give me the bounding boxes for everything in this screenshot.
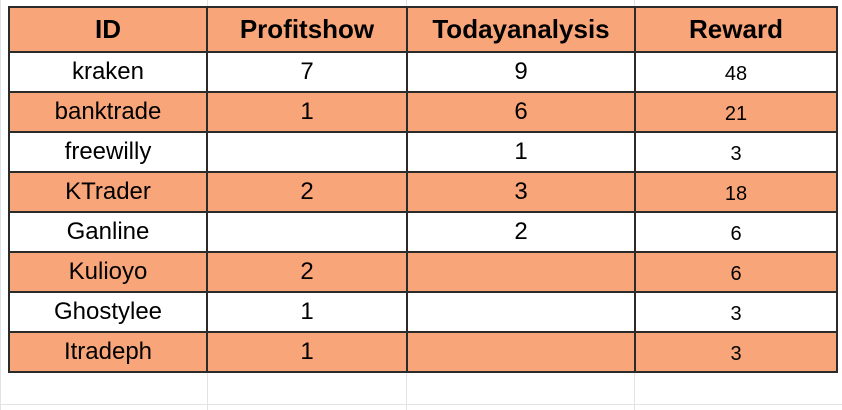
sheet-gridline [0, 404, 842, 405]
cell-reward[interactable]: 18 [634, 171, 838, 213]
table-row: Ganline 2 6 [8, 211, 838, 253]
cell-id[interactable]: Kulioyo [8, 251, 208, 293]
column-header-id[interactable]: ID [8, 6, 208, 53]
data-table: ID Profitshow Todayanalysis Reward krake… [8, 6, 838, 373]
cell-todayanalysis[interactable] [406, 331, 636, 373]
cell-todayanalysis[interactable]: 3 [406, 171, 636, 213]
column-header-profitshow[interactable]: Profitshow [206, 6, 408, 53]
cell-todayanalysis[interactable] [406, 291, 636, 333]
cell-id[interactable]: Ghostylee [8, 291, 208, 333]
cell-reward[interactable]: 3 [634, 291, 838, 333]
cell-todayanalysis[interactable] [406, 251, 636, 293]
cell-todayanalysis[interactable]: 6 [406, 91, 636, 133]
cell-id[interactable]: Ganline [8, 211, 208, 253]
cell-profitshow[interactable] [206, 131, 408, 173]
cell-profitshow[interactable]: 1 [206, 91, 408, 133]
table-row: Ghostylee 1 3 [8, 291, 838, 333]
cell-reward[interactable]: 48 [634, 51, 838, 93]
cell-id[interactable]: freewilly [8, 131, 208, 173]
cell-reward[interactable]: 21 [634, 91, 838, 133]
cell-profitshow[interactable]: 1 [206, 331, 408, 373]
column-header-todayanalysis[interactable]: Todayanalysis [406, 6, 636, 53]
cell-id[interactable]: kraken [8, 51, 208, 93]
cell-profitshow[interactable]: 1 [206, 291, 408, 333]
cell-todayanalysis[interactable]: 1 [406, 131, 636, 173]
table-row: Kulioyo 2 6 [8, 251, 838, 293]
cell-id[interactable]: Itradeph [8, 331, 208, 373]
cell-id[interactable]: banktrade [8, 91, 208, 133]
cell-reward[interactable]: 3 [634, 331, 838, 373]
table-header-row: ID Profitshow Todayanalysis Reward [8, 6, 838, 53]
table-row: freewilly 1 3 [8, 131, 838, 173]
table-row: kraken 7 9 48 [8, 51, 838, 93]
cell-profitshow[interactable]: 2 [206, 251, 408, 293]
cell-todayanalysis[interactable]: 9 [406, 51, 636, 93]
cell-reward[interactable]: 6 [634, 211, 838, 253]
cell-profitshow[interactable]: 2 [206, 171, 408, 213]
cell-id[interactable]: KTrader [8, 171, 208, 213]
table-row: banktrade 1 6 21 [8, 91, 838, 133]
table-row: Itradeph 1 3 [8, 331, 838, 373]
cell-reward[interactable]: 6 [634, 251, 838, 293]
table-row: KTrader 2 3 18 [8, 171, 838, 213]
cell-todayanalysis[interactable]: 2 [406, 211, 636, 253]
column-header-reward[interactable]: Reward [634, 6, 838, 53]
cell-profitshow[interactable]: 7 [206, 51, 408, 93]
cell-reward[interactable]: 3 [634, 131, 838, 173]
cell-profitshow[interactable] [206, 211, 408, 253]
